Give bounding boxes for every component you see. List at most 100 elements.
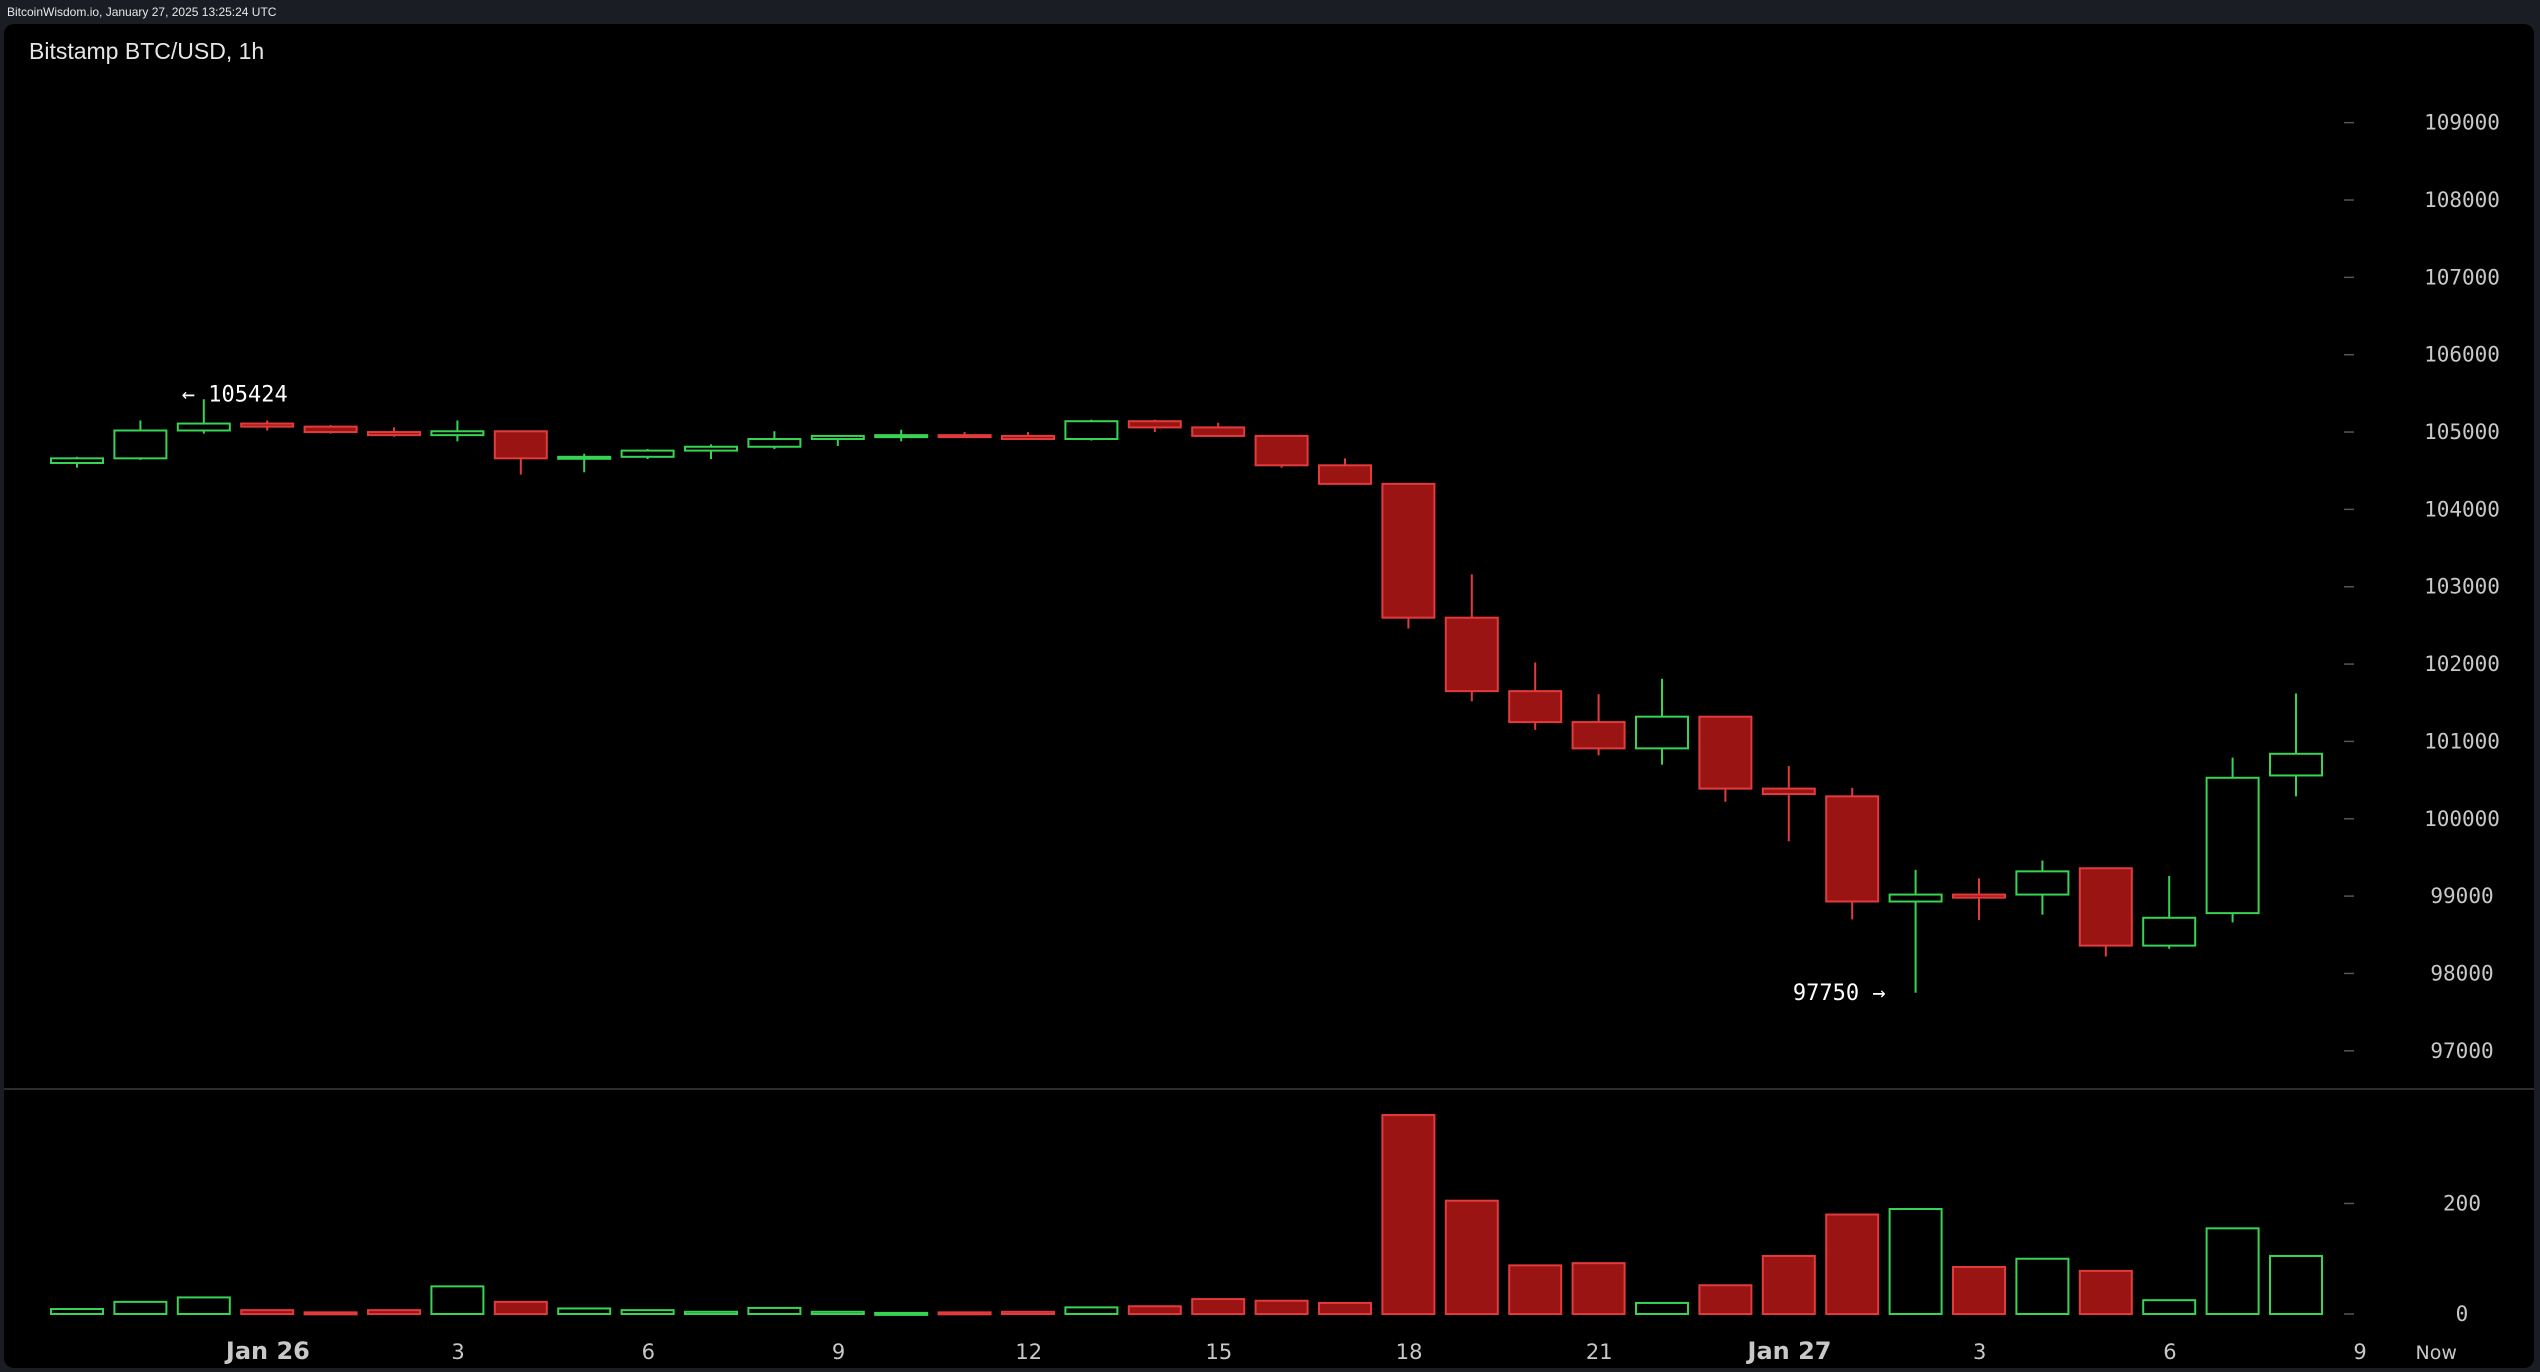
volume-bar (937, 1311, 992, 1316)
volume-bar (430, 1285, 485, 1315)
candle-body (2015, 870, 2070, 896)
volume-bar (113, 1300, 168, 1316)
candle-body (1888, 893, 1943, 903)
candle-body (367, 431, 421, 437)
candle (1064, 419, 1119, 441)
candle (1952, 878, 2006, 921)
candle-body (430, 430, 485, 437)
candle (810, 434, 865, 446)
time-tick-label: 12 (1015, 1340, 1042, 1364)
candle-body (2205, 776, 2260, 915)
price-tick-label: 98000 (2430, 961, 2493, 985)
candle (1381, 482, 1436, 629)
time-axis: Jan 26 3 6 9 12 15 18 21 Jan 27 3 6 9 Now (224, 1337, 2457, 1365)
candle-body (113, 429, 168, 460)
volume-bar (303, 1311, 358, 1316)
candle (2142, 876, 2197, 949)
candle (1571, 694, 1626, 756)
volume-bars-group (50, 1114, 2323, 1316)
time-tick-label: 15 (1206, 1340, 1233, 1364)
time-tick-label: 3 (1973, 1340, 1986, 1364)
candle (1508, 662, 1563, 730)
price-tick-label: 106000 (2424, 343, 2500, 367)
volume-bar (1888, 1208, 1943, 1315)
candle (493, 430, 548, 475)
candle-body (810, 434, 865, 441)
volume-axis: 0 200 (2344, 1191, 2481, 1326)
volume-bar (1698, 1284, 1753, 1316)
candle-body (747, 438, 802, 448)
candle (430, 420, 485, 442)
candle (113, 420, 168, 460)
time-tick-label: 6 (2163, 1340, 2176, 1364)
volume-bar (2078, 1269, 2133, 1316)
volume-bar (1952, 1266, 2006, 1316)
candle (1001, 432, 1055, 441)
price-tick-label: 99000 (2430, 884, 2493, 908)
chart-title: Bitstamp BTC/USD, 1h (29, 38, 264, 64)
header-text: BitcoinWisdom.io, January 27, 2025 13:25… (7, 5, 277, 19)
candle-body (1825, 795, 1880, 903)
price-tick-label: 103000 (2424, 575, 2500, 599)
candle (1191, 422, 1246, 437)
candle-body (1254, 434, 1309, 467)
high-annotation: ← 105424 (182, 382, 288, 407)
candle (2269, 693, 2323, 797)
candle-body (1001, 434, 1055, 441)
price-tick-label: 102000 (2424, 652, 2500, 676)
price-tick-label: 109000 (2424, 111, 2500, 135)
price-tick-label: 100000 (2424, 807, 2500, 831)
candle-body (1698, 715, 1753, 790)
candle (937, 432, 992, 439)
volume-bar (1254, 1299, 1309, 1315)
candle (1254, 434, 1309, 468)
volume-bar (1381, 1114, 1436, 1315)
chart-frame: Bitstamp BTC/USD, 1h 109000 108000 107000 1… (4, 24, 2534, 1368)
time-tick-label: Now (2415, 1342, 2456, 1364)
candle-body (1635, 715, 1689, 750)
candle (557, 453, 612, 473)
volume-bar (810, 1310, 865, 1315)
candle-body (937, 434, 992, 439)
volume-tick-label: 0 (2456, 1302, 2469, 1326)
candle (684, 444, 738, 460)
price-tick-label: 107000 (2424, 265, 2500, 289)
time-tick-label: 3 (451, 1340, 464, 1364)
price-tick-label: 105000 (2424, 420, 2500, 444)
price-tick-label: 104000 (2424, 497, 2500, 521)
header-bar: BitcoinWisdom.io, January 27, 2025 13:25… (0, 0, 2540, 24)
volume-bar (1825, 1213, 1880, 1316)
low-annotation: 97750 → (1793, 981, 1886, 1006)
price-tick-label: 101000 (2424, 729, 2500, 753)
volume-bar (2205, 1227, 2260, 1316)
volume-bar (1001, 1310, 1055, 1315)
time-tick-label: 6 (642, 1340, 655, 1364)
candle (747, 431, 802, 450)
candle-body (1508, 690, 1563, 724)
annotations-group: ← 105424 97750 → (182, 382, 1886, 1006)
candle-body (493, 430, 548, 460)
volume-bar (176, 1296, 231, 1315)
volume-bar (50, 1308, 104, 1316)
volume-bar (240, 1309, 295, 1316)
candle (303, 425, 358, 434)
time-tick-label: Jan 26 (224, 1337, 310, 1365)
volume-bar (367, 1309, 421, 1316)
time-tick-label: 9 (832, 1340, 845, 1364)
candle-body (1761, 787, 1816, 796)
candle-body (1064, 420, 1119, 441)
price-axis: 109000 108000 107000 106000 105000 104000 1030… (2344, 111, 2500, 1063)
candle-body (50, 457, 104, 464)
volume-bar (1191, 1298, 1246, 1316)
candle-body (684, 445, 738, 452)
candle (1318, 458, 1372, 485)
candle-body (874, 434, 929, 439)
candle-body (557, 455, 612, 460)
candle (2078, 867, 2133, 957)
volume-bar (1127, 1305, 1182, 1316)
volume-bar (620, 1309, 675, 1316)
volume-bar (1444, 1199, 1499, 1316)
volume-bar (493, 1300, 548, 1316)
candle (620, 449, 675, 460)
candle (240, 420, 295, 431)
